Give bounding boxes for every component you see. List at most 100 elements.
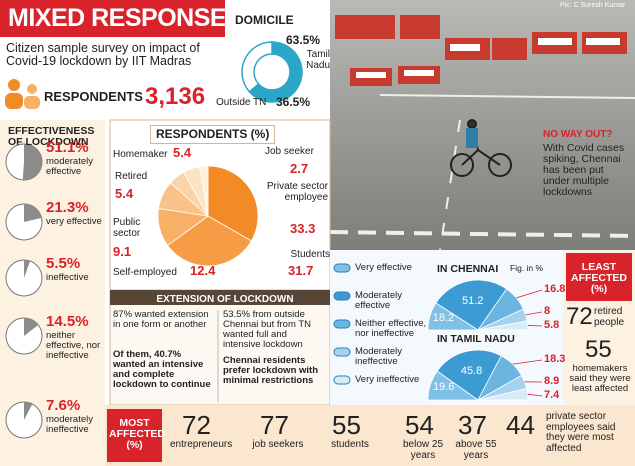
least-title-box bbox=[566, 253, 632, 301]
value-label: 2.7 bbox=[290, 161, 309, 176]
legend-label: Very ineffective bbox=[355, 374, 420, 385]
value-label: 14.5% bbox=[46, 313, 89, 330]
value-label: 36.5% bbox=[276, 95, 311, 109]
extension-text: Chennai residents prefer lockdown with m… bbox=[223, 355, 319, 386]
donut-sector bbox=[248, 41, 303, 103]
value-label: 5.8 bbox=[544, 319, 560, 331]
extension-title: EXTENSION OF LOCKDOWN bbox=[156, 294, 294, 305]
chart-title: MOST AFFECTED (%) bbox=[109, 417, 165, 452]
pie-slice bbox=[24, 318, 39, 336]
extension-text: Of them, 40.7% wanted an intensive and c… bbox=[113, 349, 211, 390]
cyclist bbox=[450, 119, 512, 177]
legend-label: Moderately effective bbox=[355, 290, 402, 311]
leader-line bbox=[525, 311, 543, 316]
most-panel bbox=[105, 405, 635, 466]
category-label: very effective bbox=[46, 216, 102, 227]
figure-label: students bbox=[331, 439, 369, 450]
leader-line bbox=[527, 325, 543, 327]
semi-sector bbox=[477, 320, 529, 331]
subtitle: Citizen sample survey on impact of Covid… bbox=[6, 41, 200, 69]
figure-value: 37 bbox=[458, 410, 487, 440]
chart-title: EFFECTIVENESS OF LOCKDOWN bbox=[8, 125, 95, 149]
pie-sector bbox=[166, 215, 252, 267]
legend-swatch bbox=[333, 263, 351, 273]
legend-swatch bbox=[333, 319, 351, 329]
legend-swatch bbox=[333, 347, 351, 357]
category-label: Private sector employee bbox=[266, 181, 328, 203]
category-label: ineffective bbox=[46, 272, 89, 283]
leader-line bbox=[527, 393, 543, 397]
figure-value: 72 bbox=[566, 303, 593, 330]
value-label: 5.5% bbox=[46, 255, 81, 272]
value-label: 21.3% bbox=[46, 199, 89, 216]
legend-label: Moderately ineffective bbox=[355, 346, 402, 367]
category-label: moderately effective bbox=[46, 156, 93, 177]
legend-swatch bbox=[333, 375, 351, 385]
pie-slice bbox=[24, 204, 42, 222]
caption-text: With Covid cases spiking, Chennai has be… bbox=[543, 142, 625, 199]
series-name: IN CHENNAI bbox=[437, 263, 499, 275]
pie-slice bbox=[22, 144, 42, 180]
category-label: Students bbox=[290, 249, 330, 260]
value-label: 19.6 bbox=[432, 381, 455, 394]
category-label: Retired bbox=[115, 171, 148, 182]
figure-label: homemakers said they were least affected bbox=[569, 363, 631, 394]
most-title-box bbox=[107, 409, 162, 462]
credit: Pic: C Suresh Kumar bbox=[560, 2, 626, 9]
figure-value: 72 bbox=[182, 410, 211, 440]
title-bar bbox=[0, 0, 225, 37]
value-label: 18.3 bbox=[544, 353, 566, 365]
extension-text: 87% wanted extension in one form or anot… bbox=[113, 309, 209, 330]
value-label: 33.3 bbox=[290, 221, 316, 236]
value-label: 8.9 bbox=[544, 375, 560, 387]
figure-label: entrepreneurs bbox=[170, 439, 233, 450]
semi-sector bbox=[435, 279, 508, 331]
legend-label: Neither effective, nor ineffective bbox=[355, 318, 427, 339]
value-label: 31.7 bbox=[288, 263, 314, 278]
value-label: 5.4 bbox=[173, 145, 192, 160]
title: MIXED RESPONSE bbox=[8, 4, 227, 32]
legend-swatch bbox=[333, 291, 351, 301]
value-label: 7.6% bbox=[46, 397, 81, 414]
category-label: moderately ineffective bbox=[46, 414, 93, 435]
figure-label: private sector employees said they were … bbox=[546, 411, 616, 454]
pie-sector bbox=[199, 165, 209, 217]
chart-title: LEAST AFFECTED (%) bbox=[571, 261, 627, 296]
pie-slice bbox=[24, 260, 31, 278]
value-label: 51.1% bbox=[46, 139, 89, 156]
pie-sector bbox=[207, 165, 259, 242]
value-label: 7.4 bbox=[544, 389, 560, 401]
note: Fig. in % bbox=[510, 263, 544, 273]
figure-label: above 55 years bbox=[455, 439, 497, 461]
series-name: IN TAMIL NADU bbox=[437, 333, 515, 345]
category-label: Outside TN bbox=[216, 97, 267, 108]
figure-value: 77 bbox=[260, 410, 289, 440]
extension-text: 53.5% from outside Chennai but from TN w… bbox=[223, 309, 312, 350]
chart-title: DOMICILE bbox=[235, 13, 294, 27]
extension-panel bbox=[109, 289, 331, 406]
value-label: 16.8 bbox=[544, 283, 566, 295]
semi-sector bbox=[436, 349, 502, 401]
pie-slice bbox=[24, 402, 33, 420]
value-label: 18.2 bbox=[432, 311, 455, 324]
donut-sector bbox=[241, 41, 273, 93]
figure-label: job seekers bbox=[252, 439, 304, 450]
value-label: 5.4 bbox=[115, 186, 134, 201]
extension-header bbox=[110, 290, 330, 305]
legend-label: Very effective bbox=[355, 262, 412, 273]
chart-title: RESPONDENTS (%) bbox=[150, 125, 276, 144]
category-label: Homemaker bbox=[113, 149, 168, 160]
category-label: Tamil Nadu bbox=[306, 49, 330, 71]
figure-label: retired people bbox=[594, 306, 625, 328]
figure-value: 54 bbox=[405, 410, 434, 440]
value-label: 9.1 bbox=[113, 244, 132, 259]
leader-line bbox=[516, 289, 543, 299]
figure-value: 55 bbox=[332, 410, 361, 440]
road-markings bbox=[329, 94, 635, 251]
category-label: Public sector bbox=[113, 217, 141, 239]
value-label: 8 bbox=[544, 305, 551, 317]
value-label: 12.4 bbox=[190, 263, 216, 278]
value-label: 63.5% bbox=[286, 33, 321, 47]
barricades bbox=[335, 15, 627, 86]
